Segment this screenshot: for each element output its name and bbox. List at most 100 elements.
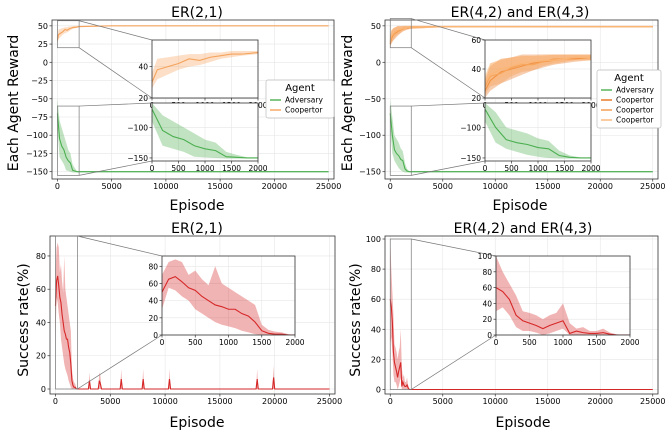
x-tick-label: 5000 [100,397,120,406]
zoom-region [57,105,80,176]
x-tick-label: 1000 [195,164,214,173]
x-axis-label: Episode [493,198,548,214]
x-tick-label: 0 [160,338,165,347]
inset-series [485,54,591,98]
inset-frame [151,102,259,162]
y-tick-label: −100 [127,123,148,132]
x-tick-label: 15000 [535,182,560,191]
y-tick-label: 60 [148,279,158,288]
y-tick-label: 80 [482,268,492,277]
zoom-region [57,20,80,49]
inset-series [152,50,258,89]
confidence-band [152,103,258,159]
confidence-band [496,256,630,335]
y-tick-label: −50 [364,95,381,104]
y-tick-label: −25 [31,77,48,86]
series-line [152,108,258,159]
x-tick-label: 25000 [317,397,342,406]
panel-reward-er42-er43: ER(4,2) and ER(4,3) Episode Each Agent R… [340,5,665,214]
x-tick-label: 1500 [555,164,574,173]
y-tick-label: 0 [41,385,46,394]
y-tick-label: 40 [471,65,481,74]
confidence-band [390,25,653,45]
inset-axes: 0 500 1000 1500 2000 0 20 40 60 80 [148,255,305,347]
y-tick-label: 40 [482,299,492,308]
x-tick-label: 500 [522,338,537,347]
zoom-region [389,18,412,49]
y-tick-label: 25 [38,40,48,49]
series-line [389,26,653,41]
y-tick-label: −100 [26,131,48,140]
y-tick-label: 60 [482,284,492,293]
y-axis-label: Success rate(%) [348,263,364,376]
y-tick-label: 20 [471,94,481,103]
y-tick-label: −100 [359,131,381,140]
series-line [56,25,329,41]
series-line [389,113,653,173]
inset-series [496,256,630,335]
x-tick-label: 0 [388,397,393,406]
x-tick-label: 1500 [587,338,606,347]
y-tick-label: 60 [371,295,381,304]
confidence-band [390,25,653,48]
x-tick-label: 10000 [483,182,508,191]
x-tick-label: 0 [388,182,393,191]
x-tick-label: 10000 [152,397,177,406]
x-axis-label: Episode [170,415,225,431]
x-tick-label: 5000 [101,182,121,191]
legend-entry: Adversary [616,86,654,95]
panel-title: ER(2,1) [171,221,223,237]
x-tick-label: 0 [494,338,499,347]
y-tick-label: −150 [127,154,148,163]
panel-title: ER(4,2) and ER(4,3) [451,5,590,21]
x-tick-label: 2000 [285,338,304,347]
y-tick-label: 100 [478,252,493,261]
y-tick-label: 20 [148,314,158,323]
y-tick-label: 40 [371,325,381,334]
axes-frame [384,235,659,395]
y-axis-label: Each Agent Reward [6,35,22,171]
y-tick-label: 0 [43,58,48,67]
zoom-connector [411,160,486,176]
x-tick-label: 2000 [248,164,267,173]
zoom-region [389,238,412,390]
x-tick-label: 15000 [207,397,232,406]
x-tick-label: 20000 [588,182,613,191]
zoom-region [55,235,78,390]
confidence-band [485,54,591,96]
y-tick-label: 60 [471,36,481,45]
y-tick-label: 40 [148,297,158,306]
zoom-connector [411,334,497,390]
y-tick-label: 0 [376,58,381,67]
series-line [389,299,653,391]
x-tick-label: 1000 [553,338,572,347]
x-tick-label: 15000 [535,397,560,406]
zoom-region [389,105,412,176]
x-axis-label: Episode [170,198,225,214]
series-line [56,113,329,173]
x-tick-label: 25000 [640,397,665,406]
y-tick-label: 0 [376,385,381,394]
x-tick-label: 5000 [433,397,453,406]
legend-entry: Coopertor [285,106,323,115]
y-tick-label: 20 [482,315,492,324]
legend-entry: Coopertor [616,96,654,105]
x-tick-label: 10000 [483,397,508,406]
x-axis-label: Episode [496,415,551,431]
inset-frame [151,39,259,99]
legend-box [265,79,335,119]
inset-series [162,259,295,335]
series-line [496,287,630,335]
series-line [485,56,591,84]
x-tick-label: 25000 [640,182,665,191]
x-tick-label: 1000 [528,164,547,173]
panel-success-er21: ER(2,1) Episode Success rate(%) 0 5000 100… [16,221,342,431]
x-tick-label: 500 [188,338,203,347]
x-tick-label: 1500 [222,164,241,173]
x-tick-label: 0 [55,182,60,191]
y-tick-label: 0 [153,331,158,340]
inset-frame [484,39,592,99]
y-tick-label: −75 [31,113,48,122]
